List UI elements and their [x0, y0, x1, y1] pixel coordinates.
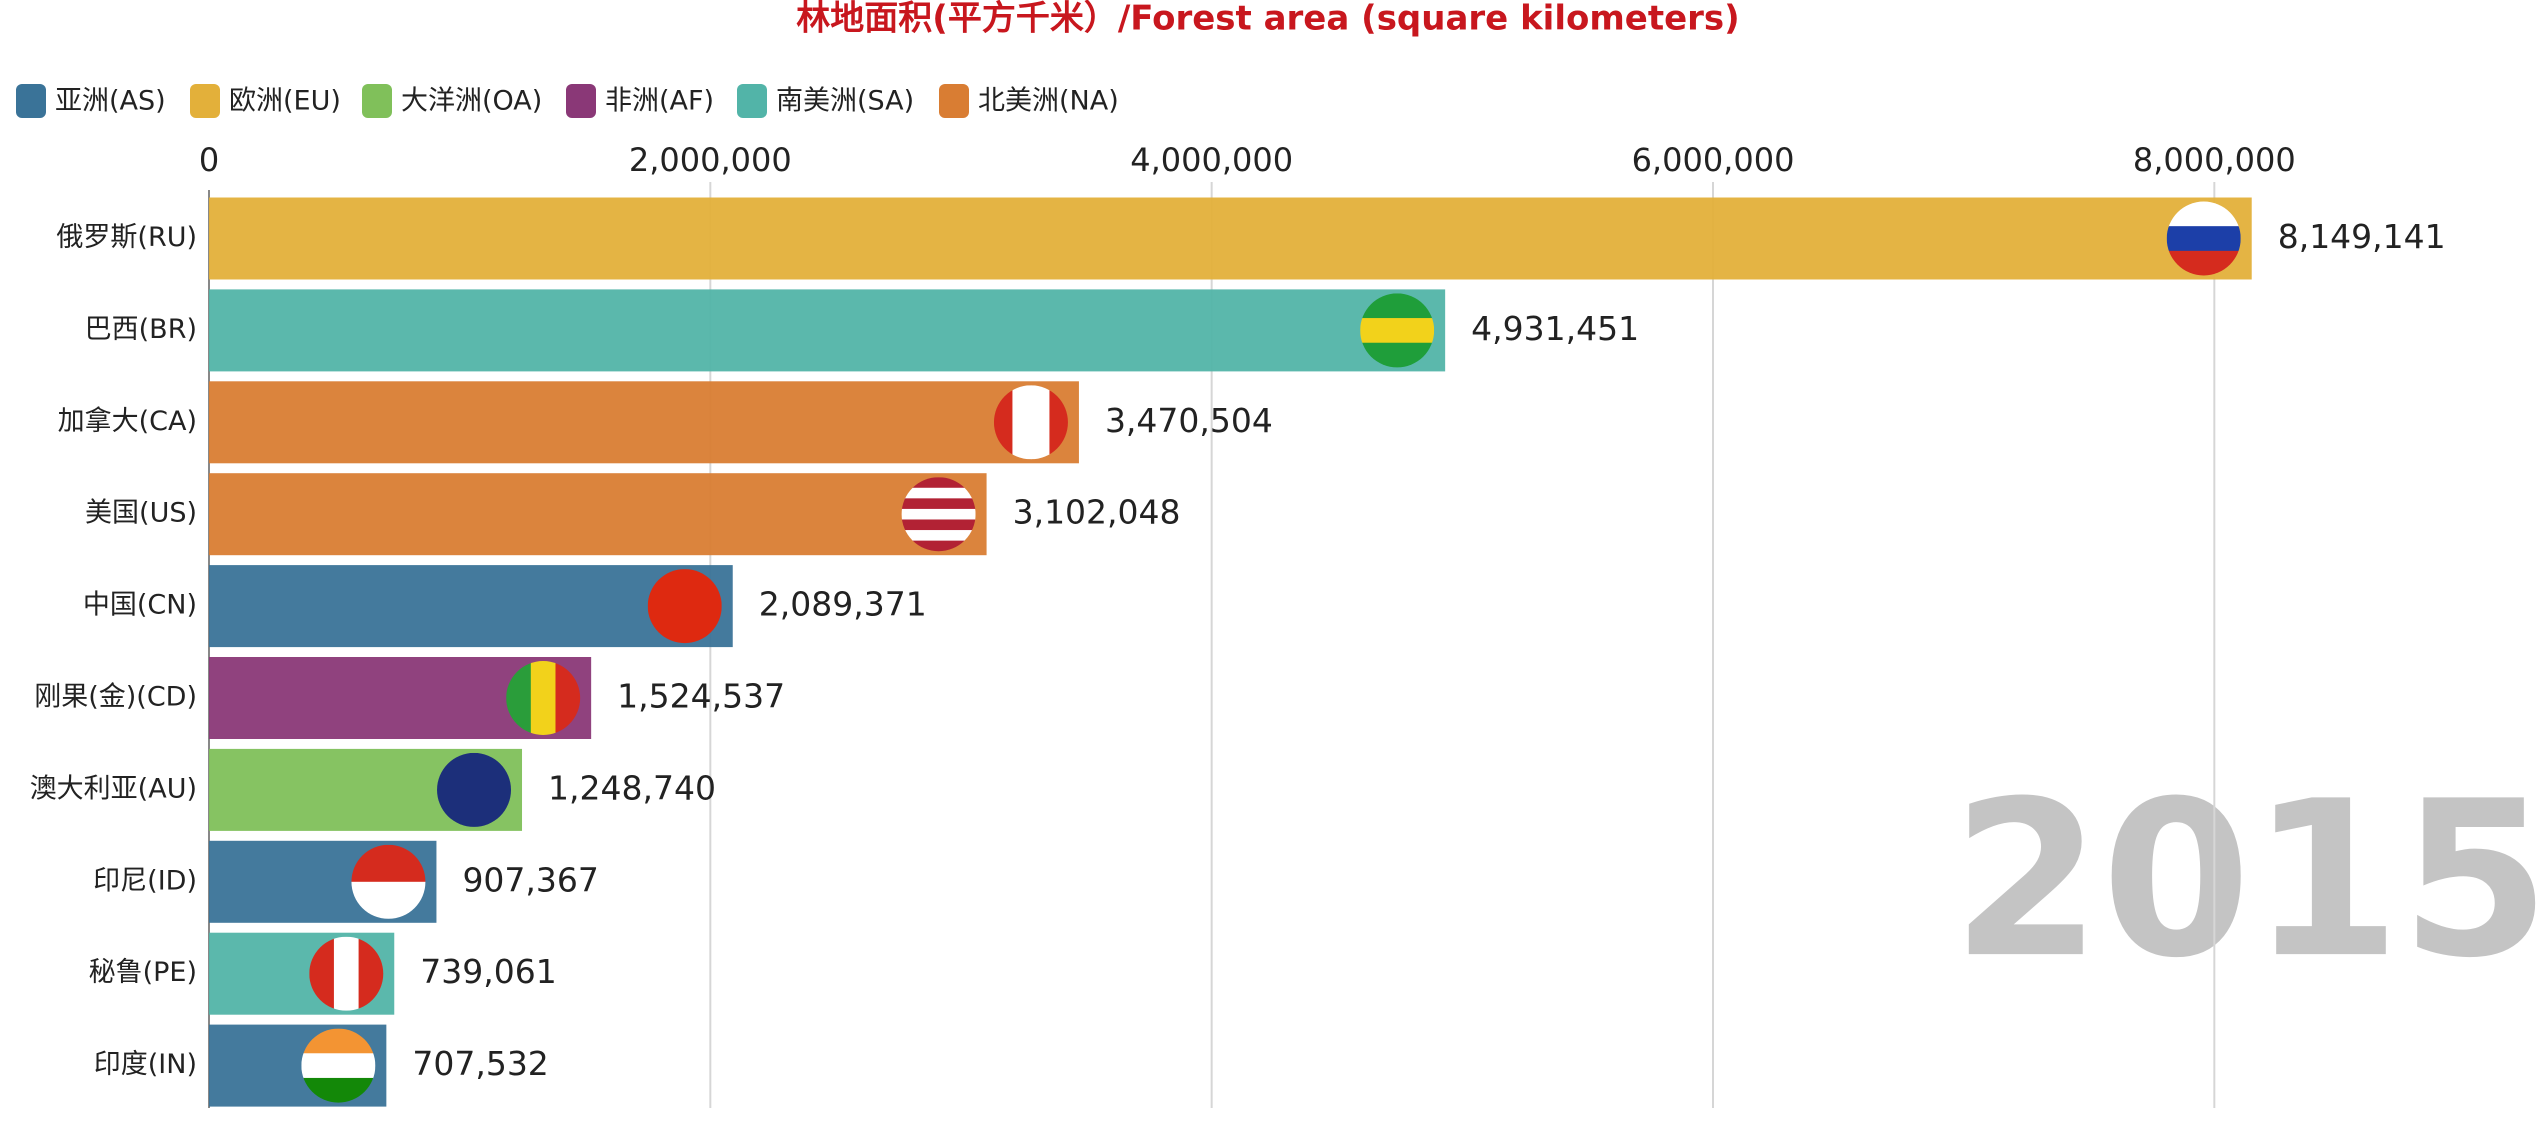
flag-stripe: [2166, 226, 2241, 252]
bar: [209, 565, 733, 648]
value-label: 1,524,537: [617, 677, 785, 716]
y-tick-label: 俄罗斯(RU): [56, 222, 197, 253]
y-tick-label: 印度(IN): [94, 1049, 197, 1080]
y-tick-label: 秘鲁(PE): [89, 957, 197, 988]
x-tick-label: 0: [199, 141, 219, 179]
y-tick-label: 中国(CN): [83, 590, 197, 621]
x-tick-label: 6,000,000: [1632, 141, 1795, 179]
value-label: 4,931,451: [1471, 309, 1639, 348]
flag-stripe: [901, 498, 976, 510]
legend-swatch: [566, 84, 596, 118]
legend-swatch: [16, 84, 46, 118]
legend-swatch: [190, 84, 220, 118]
flag: [901, 477, 976, 552]
y-tick-label: 澳大利亚(AU): [30, 773, 197, 804]
y-tick-label: 印尼(ID): [93, 865, 197, 896]
value-label: 1,248,740: [548, 768, 716, 807]
flag-stripe: [901, 540, 976, 552]
flag: [351, 844, 426, 919]
flag: [993, 385, 1068, 460]
flag-stripe: [647, 569, 722, 644]
legend-swatch: [939, 84, 969, 118]
value-label: 707,532: [412, 1044, 548, 1083]
flag-stripe: [901, 508, 976, 520]
legend-label: 欧洲(EU): [229, 86, 341, 117]
flag: [437, 752, 512, 827]
flag-stripe: [530, 661, 556, 735]
y-tick-label: 美国(US): [85, 498, 197, 529]
flag: [2166, 201, 2241, 276]
value-label: 739,061: [420, 952, 556, 991]
legend-swatch: [737, 84, 767, 118]
value-label: 3,102,048: [1013, 493, 1181, 532]
legend-swatch: [362, 84, 392, 118]
x-tick-label: 8,000,000: [2133, 141, 2296, 179]
flag-stripe: [1360, 318, 1435, 344]
x-tick-label: 2,000,000: [629, 141, 792, 179]
flag-stripe: [437, 752, 512, 827]
y-tick-label: 刚果(金)(CD): [34, 682, 197, 713]
legend-label: 亚洲(AS): [55, 86, 166, 117]
value-label: 2,089,371: [759, 585, 927, 624]
flag-stripe: [333, 936, 360, 1011]
flag: [1360, 293, 1435, 368]
legend-label: 非洲(AF): [605, 86, 714, 117]
flag: [301, 1028, 376, 1103]
legend-label: 南美洲(SA): [776, 86, 914, 117]
year-annotation: 2015: [1952, 754, 2536, 1005]
y-tick-label: 巴西(BR): [85, 314, 197, 345]
y-tick-label: 加拿大(CA): [58, 406, 197, 437]
legend-label: 北美洲(NA): [978, 86, 1119, 117]
chart-title: 林地面积(平方千米）/Forest area (square kilometer…: [796, 0, 1739, 39]
flag-stripe: [1030, 385, 1050, 460]
x-tick-label: 4,000,000: [1130, 141, 1293, 179]
value-label: 907,367: [462, 860, 598, 899]
flag: [309, 936, 384, 1011]
flag: [647, 569, 722, 644]
bar: [209, 473, 987, 556]
value-label: 3,470,504: [1105, 401, 1273, 440]
bar: [209, 197, 2252, 280]
legend-label: 大洋洲(OA): [401, 86, 542, 117]
bar: [209, 381, 1079, 464]
flag: [506, 661, 581, 735]
flag-stripe: [901, 487, 976, 499]
flag-stripe: [301, 1053, 376, 1079]
flag-stripe: [1012, 385, 1032, 460]
flag-stripe: [901, 477, 976, 489]
bar: [209, 289, 1446, 372]
flag-stripe: [901, 519, 976, 531]
flag-stripe: [901, 530, 976, 542]
value-label: 8,149,141: [2278, 217, 2446, 256]
